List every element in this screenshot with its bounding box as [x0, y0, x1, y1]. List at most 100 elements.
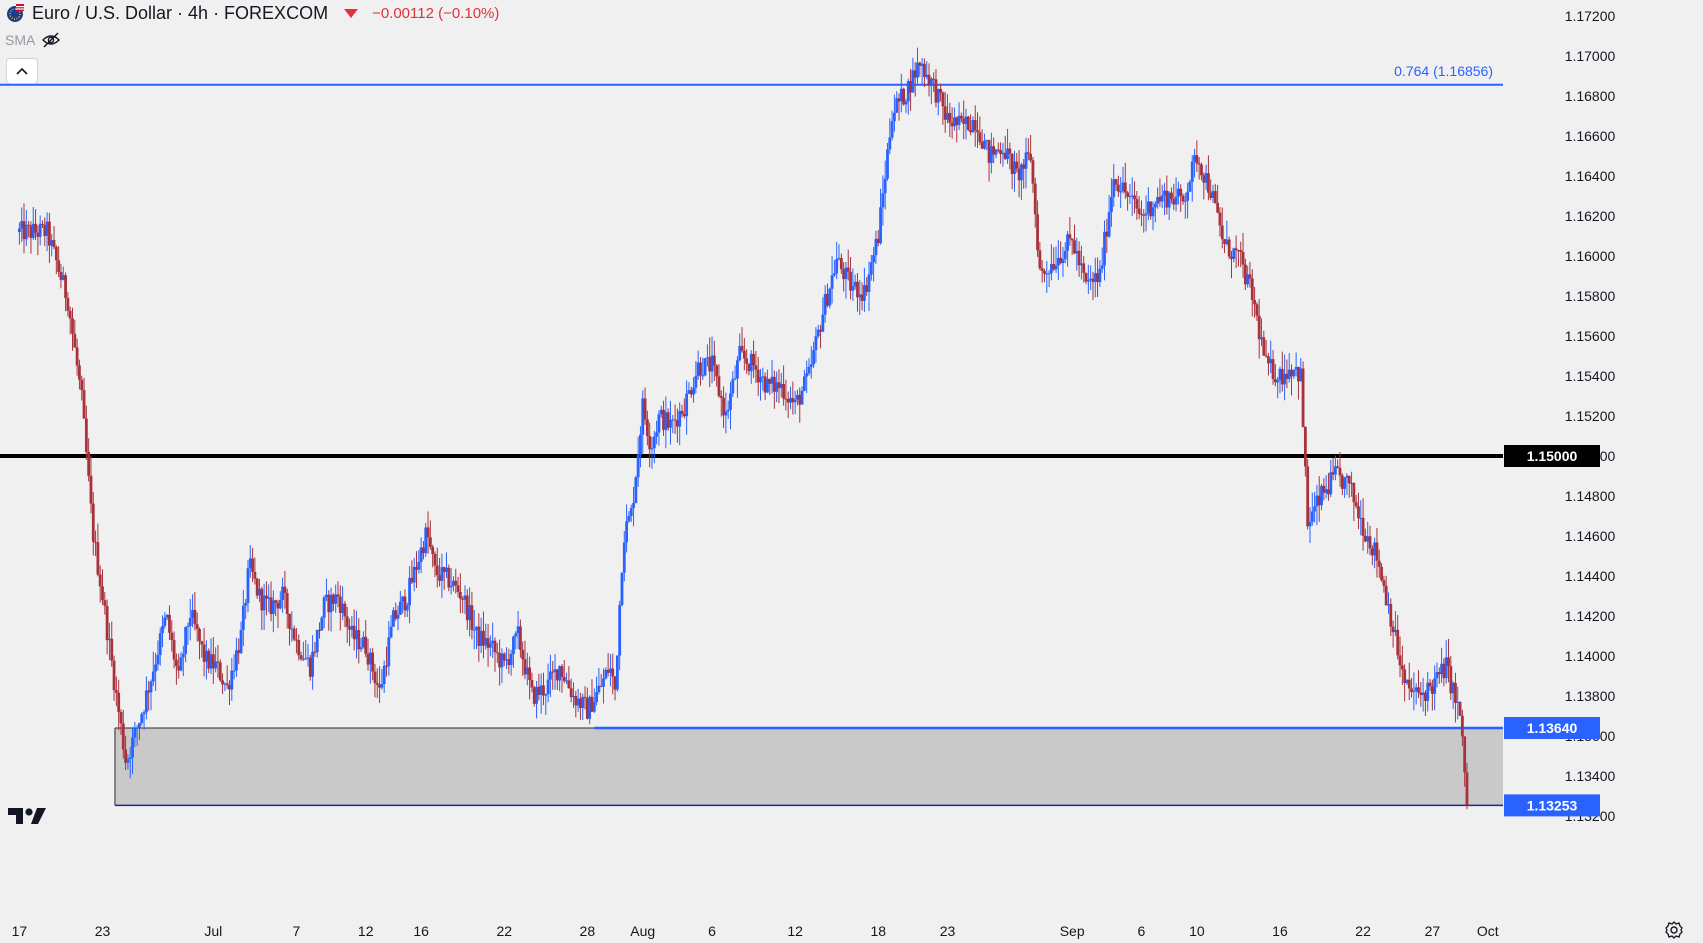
candle-body — [1294, 366, 1298, 370]
candles — [17, 47, 1469, 810]
candle-body — [1160, 195, 1164, 202]
candle-body — [329, 594, 333, 613]
candle-body — [828, 288, 832, 306]
candle-body — [1278, 368, 1282, 381]
candle-body — [408, 577, 411, 606]
candle-body — [292, 628, 296, 640]
candle-body — [96, 542, 100, 575]
symbol-title[interactable]: Euro / U.S. Dollar · 4h · FOREXCOM — [32, 2, 329, 23]
candle-body — [181, 653, 185, 658]
candle-body — [1202, 175, 1206, 183]
candle-body — [1361, 517, 1365, 536]
candle-body — [1024, 152, 1028, 169]
candle-body — [1043, 271, 1046, 274]
candle-body — [800, 390, 804, 405]
y-tick-label: 1.17200 — [1565, 8, 1616, 24]
candle-body — [666, 412, 670, 428]
candle-body — [1273, 379, 1277, 383]
candle-body — [158, 633, 162, 656]
x-tick-label: Oct — [1477, 923, 1499, 939]
candle-body — [1430, 686, 1434, 694]
collapse-legend-button[interactable] — [6, 58, 38, 84]
indicator-label[interactable]: SMA — [5, 32, 36, 48]
candle-body — [664, 412, 668, 430]
candle-body — [768, 378, 772, 384]
candle-body — [168, 614, 171, 633]
candle-body — [1324, 489, 1328, 493]
candle-body — [41, 223, 44, 225]
candle-body — [1375, 542, 1379, 561]
candle-body — [1403, 669, 1407, 684]
candle-body — [595, 692, 598, 702]
candle-body — [964, 116, 968, 124]
candle-body — [1414, 687, 1418, 692]
fib-level-label: 0.764 (1.16856) — [1394, 63, 1493, 79]
candle-body — [756, 369, 760, 383]
candle-body — [20, 221, 24, 229]
candle-body — [1250, 278, 1254, 301]
candle-body — [1290, 369, 1293, 377]
candle-body — [609, 668, 612, 673]
candle-body — [689, 390, 693, 395]
candle-body — [1176, 188, 1180, 197]
eye-hidden-icon[interactable] — [41, 32, 61, 48]
candle-body — [779, 383, 783, 389]
candle-body — [523, 659, 527, 675]
candle-body — [1038, 250, 1042, 269]
candle-body — [1010, 153, 1014, 174]
candle-body — [1377, 560, 1381, 567]
candle-body — [583, 696, 587, 699]
candle-body — [1350, 483, 1353, 485]
candle-body — [318, 629, 321, 631]
candle-body — [57, 260, 61, 272]
candle-body — [909, 81, 912, 93]
candle-body — [170, 632, 174, 641]
candle-body — [1019, 164, 1023, 181]
candle-body — [463, 595, 467, 600]
candle-body — [428, 537, 432, 547]
candle-body — [214, 661, 218, 669]
candle-body — [590, 696, 594, 712]
candle-body — [200, 641, 204, 645]
candle-body — [1220, 225, 1224, 240]
tradingview-logo-icon[interactable] — [8, 804, 48, 828]
candle-body — [1343, 477, 1347, 489]
candle-body — [1246, 274, 1250, 285]
candle-body — [675, 420, 679, 427]
candle-body — [1460, 715, 1464, 737]
candle-body — [1195, 155, 1199, 164]
candle-body — [1303, 426, 1307, 467]
candle-body — [94, 541, 97, 543]
candle-body — [128, 757, 132, 760]
candle-body — [1336, 466, 1340, 468]
chevron-up-icon — [16, 67, 28, 75]
candle-body — [276, 602, 280, 609]
candle-body — [1103, 231, 1106, 266]
candle-body — [424, 527, 428, 554]
candle-body — [558, 666, 562, 681]
candle-body — [929, 78, 933, 86]
candle-body — [856, 281, 859, 298]
zone-bottom-price-label-box — [1504, 794, 1600, 817]
candle-body — [761, 376, 765, 378]
candle-body — [387, 637, 391, 667]
candle-body — [1075, 250, 1079, 254]
candle-body — [66, 297, 70, 311]
candle-body — [246, 568, 250, 603]
candle-body — [749, 353, 753, 372]
candle-body — [1137, 208, 1141, 214]
candle-body — [888, 137, 892, 150]
candle-body — [82, 390, 86, 419]
candle-body — [410, 577, 414, 583]
candle-body — [738, 345, 742, 361]
candle-body — [544, 694, 548, 696]
candle-body — [1126, 192, 1129, 197]
candle-body — [392, 610, 395, 627]
settings-gear-icon[interactable] — [1664, 920, 1684, 940]
candle-body — [1015, 161, 1019, 169]
candle-body — [680, 410, 684, 415]
candle-body — [1204, 173, 1208, 183]
candle-body — [890, 121, 894, 138]
candle-body — [320, 617, 324, 631]
